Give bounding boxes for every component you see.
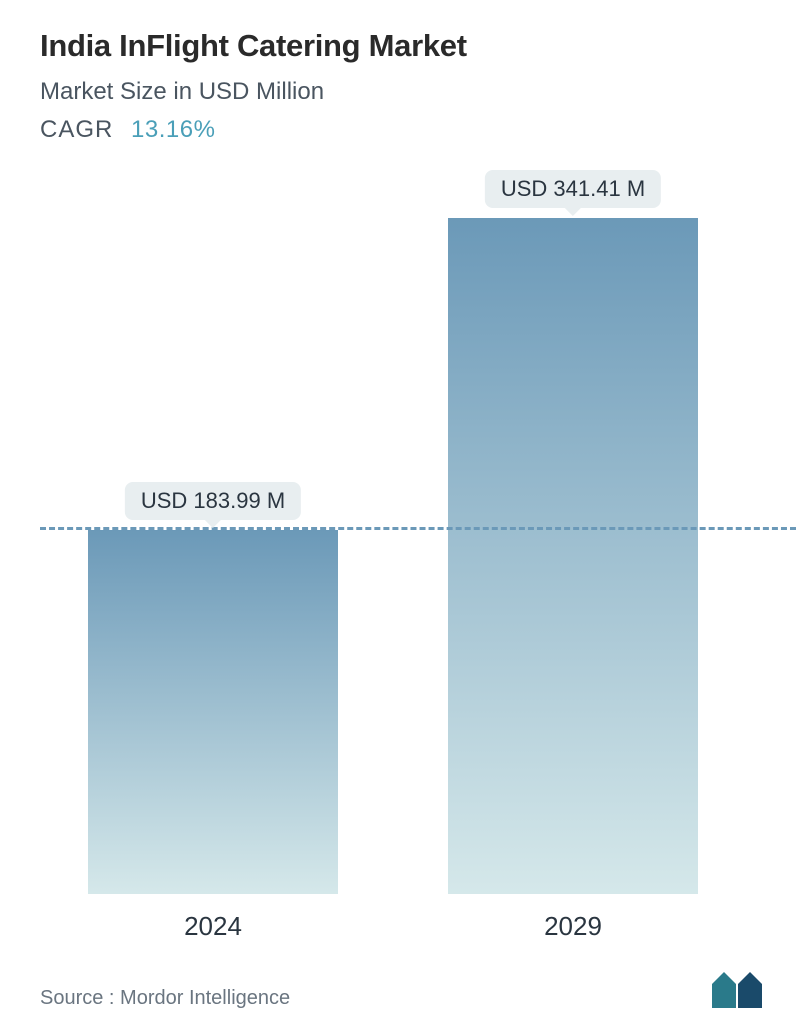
x-axis-label: 2024 <box>184 911 242 942</box>
bar-2029: USD 341.41 M <box>448 218 698 894</box>
cagr-value: 13.16% <box>131 116 215 143</box>
source-text: Source : Mordor Intelligence <box>40 987 290 1010</box>
chart-header: India InFlight Catering Market Market Si… <box>0 0 796 144</box>
chart-subtitle: Market Size in USD Million <box>40 78 756 106</box>
mordor-logo-icon <box>710 970 766 1010</box>
cagr-label: CAGR <box>40 116 113 143</box>
reference-line <box>40 527 796 530</box>
bar-group-2029: USD 341.41 M2029 <box>448 218 698 894</box>
cagr-row: CAGR 13.16% <box>40 116 756 144</box>
chart-title: India InFlight Catering Market <box>40 28 756 64</box>
bar-value-label: USD 341.41 M <box>485 170 661 208</box>
x-axis-label: 2029 <box>544 911 602 942</box>
bar-group-2024: USD 183.99 M2024 <box>88 530 338 894</box>
chart-footer: Source : Mordor Intelligence <box>40 970 766 1010</box>
bar-value-label: USD 183.99 M <box>125 482 301 520</box>
chart-plot: USD 183.99 M2024 USD 341.41 M2029 <box>40 190 756 894</box>
chart-area: USD 183.99 M2024 USD 341.41 M2029 <box>0 190 796 894</box>
bar-2024: USD 183.99 M <box>88 530 338 894</box>
